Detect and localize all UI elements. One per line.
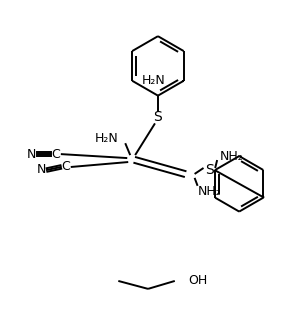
- Text: OH: OH: [189, 275, 208, 288]
- Text: NH₂: NH₂: [198, 185, 221, 198]
- Text: C: C: [52, 148, 60, 161]
- Text: N: N: [36, 163, 46, 177]
- Text: H₂N: H₂N: [142, 74, 166, 87]
- Text: NH₂: NH₂: [220, 150, 244, 163]
- Text: S: S: [205, 163, 214, 177]
- Text: H₂N: H₂N: [95, 132, 118, 145]
- Text: N: N: [27, 148, 36, 161]
- Text: C: C: [61, 160, 70, 174]
- Text: S: S: [154, 111, 162, 124]
